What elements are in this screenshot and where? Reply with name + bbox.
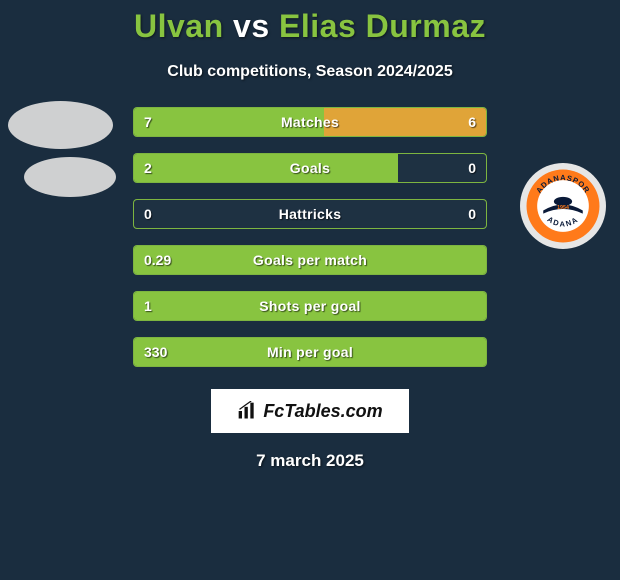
fctables-watermark: FcTables.com bbox=[211, 389, 409, 433]
stat-label: Goals per match bbox=[253, 252, 367, 268]
stat-value-left: 330 bbox=[144, 344, 167, 360]
stat-row: 2 0 Goals bbox=[133, 153, 487, 183]
bar-right bbox=[324, 108, 486, 136]
stat-value-left: 1 bbox=[144, 298, 152, 314]
comparison-title: Ulvan vs Elias Durmaz bbox=[0, 0, 620, 45]
stat-label: Goals bbox=[290, 160, 330, 176]
stat-value-left: 2 bbox=[144, 160, 152, 176]
stat-value-right: 0 bbox=[468, 160, 476, 176]
stat-value-right: 6 bbox=[468, 114, 476, 130]
date-text: 7 march 2025 bbox=[0, 451, 620, 471]
stat-value-right: 0 bbox=[468, 206, 476, 222]
stat-rows: 7 6 Matches 2 0 Goals 0 0 Hattricks 0.29 Goals per… bbox=[133, 107, 487, 367]
bar-left bbox=[134, 154, 398, 182]
stat-value-left: 7 bbox=[144, 114, 152, 130]
stat-row: 0.29 Goals per match bbox=[133, 245, 487, 275]
chart-area: ADANASPOR ADANA 1954 7 6 Matches 2 0 Goals 0 0 H… bbox=[0, 107, 620, 367]
stat-label: Matches bbox=[281, 114, 339, 130]
svg-text:1954: 1954 bbox=[557, 205, 569, 211]
stat-row: 0 0 Hattricks bbox=[133, 199, 487, 229]
stat-value-left: 0.29 bbox=[144, 252, 171, 268]
stat-row: 330 Min per goal bbox=[133, 337, 487, 367]
fctables-text: FcTables.com bbox=[263, 401, 382, 422]
stat-label: Hattricks bbox=[279, 206, 342, 222]
stat-row: 7 6 Matches bbox=[133, 107, 487, 137]
player1-name: Ulvan bbox=[134, 8, 224, 44]
player2-name: Elias Durmaz bbox=[279, 8, 486, 44]
stat-label: Shots per goal bbox=[259, 298, 360, 314]
fctables-logo-icon bbox=[237, 401, 257, 421]
player1-avatar-icon bbox=[8, 101, 113, 149]
stat-row: 1 Shots per goal bbox=[133, 291, 487, 321]
vs-text: vs bbox=[233, 8, 270, 44]
player2-club-badge-icon: ADANASPOR ADANA 1954 bbox=[520, 163, 606, 249]
subtitle: Club competitions, Season 2024/2025 bbox=[0, 63, 620, 81]
player1-club-icon bbox=[24, 157, 116, 197]
stat-label: Min per goal bbox=[267, 344, 353, 360]
stat-value-left: 0 bbox=[144, 206, 152, 222]
